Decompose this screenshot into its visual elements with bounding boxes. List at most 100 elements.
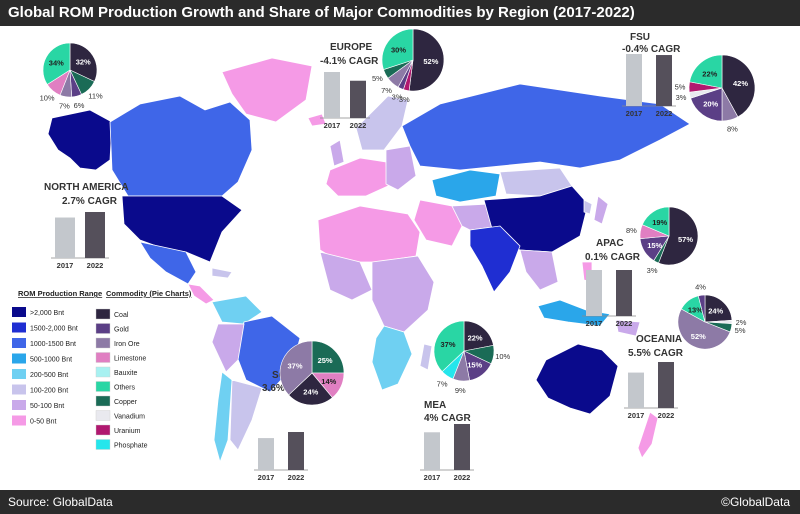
pie-label-apac-others: 19% (652, 218, 667, 227)
pie-label-mea-others: 37% (440, 340, 455, 349)
bar-sca-2022 (288, 432, 304, 470)
pie-label-north-america-gold: 6% (74, 101, 85, 110)
legend-commodity-swatch-vanadium (95, 410, 111, 421)
bar-oceania-2022 (658, 362, 674, 408)
legend-commodity-swatch-limestone (95, 352, 111, 363)
pie-slice-mea-others (433, 320, 465, 372)
bar-label-europe-2022: 2022 (350, 121, 367, 130)
legend-commodity-label-limestone: Limestone (114, 356, 146, 363)
pie-label-fsu-vanadium: 3% (676, 93, 687, 102)
legend-range-label-3: 500-1000 Bnt (30, 357, 72, 364)
legend-range-swatch-7 (12, 415, 26, 426)
legend-range-title: ROM Production Range (18, 289, 102, 298)
region-eastern-europe (385, 145, 417, 191)
cagr-label-oceania: 5.5% CAGR (628, 348, 684, 359)
pie-slice-apac-others (641, 206, 670, 237)
pie-label-europe-others: 30% (391, 45, 406, 54)
region-label-mea: MEA (424, 400, 446, 411)
pie-chart-mea: 22% 10% 15% 9% 7% 37% (433, 320, 511, 395)
cagr-label-mea: 4% CAGR (424, 413, 471, 424)
bar-label-sca-2022: 2022 (288, 473, 305, 482)
country-kazakhstan (431, 169, 501, 203)
bar-chart-europe: 2017 2022 (320, 72, 370, 130)
legend-range-swatch-3 (12, 353, 26, 364)
pie-label-mea-coal: 22% (468, 334, 483, 343)
legend-range-label-2: 1000-1500 Bnt (30, 341, 76, 348)
region-label-europe: EUROPE (330, 42, 373, 53)
pie-label-oceania-iron-ore: 52% (691, 332, 706, 341)
bar-label-apac-2022: 2022 (616, 319, 633, 328)
pie-charts: 32%11%6%7%10%34% 52%3%3%7%5%30%42%8%20%3%… (40, 28, 756, 406)
legend-commodity-label-uranium: Uranium (114, 428, 141, 435)
pie-slice-north-america-others (42, 42, 71, 85)
legend-commodity-label-others: Others (114, 385, 136, 392)
pie-label-oceania-vanadium: 2% (736, 318, 747, 327)
legend-commodity-swatch-phosphate (95, 439, 111, 450)
legend-commodity-label-copper: Copper (114, 399, 138, 406)
legend: ROM Production Range Commodity (Pie Char… (4, 286, 192, 482)
pie-label-fsu-others: 22% (702, 69, 717, 78)
bar-mea-2022 (454, 424, 470, 470)
pie-chart-fsu: 42% 8% 20% 3%5% 22% (675, 54, 756, 134)
pie-label-north-america-others: 34% (49, 59, 64, 68)
source-text: Source: GlobalData (8, 495, 113, 509)
bar-label-north-america-2017: 2017 (57, 261, 74, 270)
region-se-asia (519, 249, 559, 291)
bar-label-apac-2017: 2017 (586, 319, 603, 328)
pie-slice-sca-iron-ore (279, 340, 313, 396)
legend-commodity-title: Commodity (Pie Charts) (106, 289, 192, 298)
region-label-apac: APAC (596, 238, 624, 249)
country-iceland (307, 113, 327, 127)
pie-chart-oceania: 24% 2%5% 52% 13% 4% (677, 282, 747, 350)
cagr-label-apac: 0.1% CAGR (585, 252, 641, 263)
copyright-text: ©GlobalData (721, 495, 790, 509)
bar-label-fsu-2017: 2017 (626, 109, 643, 118)
pie-slice-north-america-coal (69, 42, 98, 82)
legend-range-swatch-2 (12, 338, 26, 348)
country-korea (583, 199, 593, 215)
bar-north-america-2017 (55, 217, 75, 258)
pie-slice-oceania-gold (697, 294, 706, 323)
country-australia (535, 343, 619, 415)
pie-label-fsu-uranium: 5% (675, 83, 686, 92)
pie-label-mea-iron-ore: 9% (455, 386, 466, 395)
region-label-fsu: FSU (630, 32, 650, 43)
bar-label-mea-2022: 2022 (454, 473, 471, 482)
pie-slice-europe-coal (408, 28, 445, 92)
bar-chart-mea: 2017 2022 (420, 424, 474, 482)
page-title: Global ROM Production Growth and Share o… (0, 0, 800, 26)
pie-label-sca-iron-ore: 37% (287, 362, 302, 371)
pie-slice-fsu-gold (690, 87, 723, 122)
pie-label-oceania-others: 13% (688, 306, 703, 315)
bar-label-oceania-2022: 2022 (658, 411, 675, 420)
bar-chart-fsu: 2017 2022 (622, 54, 676, 118)
legend-range-swatch-4 (12, 369, 26, 379)
country-usa (121, 195, 243, 263)
bar-chart-oceania: 2017 2022 (624, 362, 678, 420)
country-russia (401, 83, 691, 171)
pie-label-sca-copper: 25% (318, 356, 333, 365)
pie-chart-north-america: 32% 11%6% 7% 10% 34% (40, 42, 103, 111)
pie-label-north-america-coal: 32% (76, 58, 91, 67)
pie-slice-fsu-others (689, 54, 723, 89)
legend-range-label-7: 0-50 Bnt (30, 419, 57, 426)
legend-commodity-label-phosphate: Phosphate (114, 443, 148, 450)
legend-commodity-swatch-uranium (95, 424, 111, 436)
legend-commodity-swatch-copper (95, 395, 111, 407)
region-western-europe (325, 157, 389, 197)
region-caribbean (211, 267, 233, 279)
pie-label-oceania-coal: 24% (708, 307, 723, 316)
country-colombia-venezuela (211, 295, 263, 325)
pie-chart-apac: 57% 3% 15% 8% 19% (626, 206, 699, 275)
legend-range-label-0: >2,000 Bnt (30, 310, 64, 317)
legend-range-label-6: 50-100 Bnt (30, 403, 64, 410)
country-madagascar (419, 343, 433, 371)
legend-range-swatch-5 (12, 384, 26, 395)
bar-fsu-2022 (656, 55, 672, 106)
bar-label-mea-2017: 2017 (424, 473, 441, 482)
region-label-oceania: OCEANIA (636, 334, 682, 345)
country-indonesia (537, 299, 611, 327)
legend-commodity-label-coal: Coal (114, 312, 129, 319)
